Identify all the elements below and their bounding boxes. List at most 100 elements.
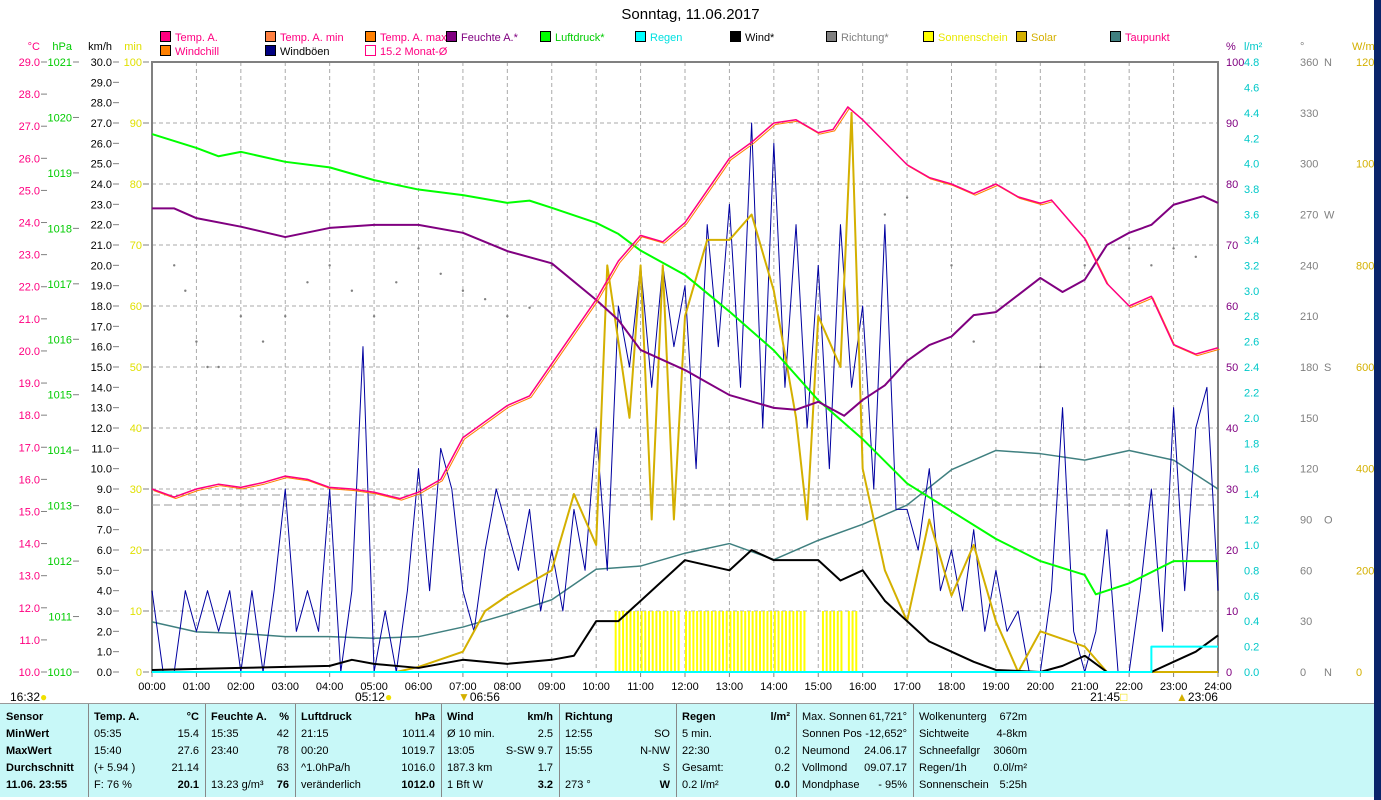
- axis-tick-label: 4.0: [97, 586, 112, 598]
- sunshine-bar: [777, 611, 780, 672]
- stats-value: 0.2: [774, 762, 790, 774]
- axis-tick-label: 18.0: [91, 301, 112, 313]
- stats-row: 00:20 1019.7: [301, 745, 435, 761]
- legend-item[interactable]: 15.2 Monat-Ø: [365, 45, 447, 58]
- stats-row: Sensor: [6, 711, 82, 727]
- sunshine-bar: [847, 611, 850, 672]
- direction-point: [528, 306, 531, 309]
- axis-tick-label: 90: [1226, 118, 1238, 130]
- stats-row: Luftdruck hPa: [301, 711, 435, 727]
- axis-tick-label: 0.0: [97, 667, 112, 679]
- legend-label: 15.2 Monat-Ø: [380, 46, 448, 58]
- sunshine-bar: [825, 611, 828, 672]
- direction-point: [306, 281, 309, 284]
- legend-item[interactable]: Temp. A.: [160, 31, 218, 44]
- axis-unit-label: W/m²: [1352, 41, 1379, 53]
- axis-tick-label: 60: [1226, 301, 1238, 313]
- sunshine-bar: [699, 611, 702, 672]
- axis-tick-label: 40: [1226, 423, 1238, 435]
- axis-tick-label: 0: [136, 667, 142, 679]
- legend-item[interactable]: Windchill: [160, 45, 219, 58]
- legend-item[interactable]: Luftdruck*: [540, 31, 605, 44]
- marker-time: 21:45: [1090, 690, 1121, 704]
- stats-label: 05:35: [94, 728, 122, 740]
- stats-row: Neumond 24.06.17: [802, 745, 907, 761]
- stats-value: 5:25h: [999, 779, 1027, 791]
- legend-item[interactable]: Regen: [635, 31, 682, 44]
- axis-tick-label: 150: [1300, 413, 1318, 425]
- stats-label: Schneefallgr: [919, 745, 981, 757]
- axis-tick-label: 7.0: [97, 525, 112, 537]
- axis-tick-label: 40: [130, 423, 142, 435]
- stats-humidity-column: Feuchte A.% 15:35 42 23:40 78 63 13.23 g/m³ 76: [205, 704, 296, 797]
- axis-tick-label: 1013: [48, 501, 72, 513]
- x-tick-label: 23:00: [1160, 681, 1188, 693]
- stats-row: 273 ° W: [565, 779, 670, 795]
- sunrise-icon: ●: [384, 690, 393, 704]
- legend-item[interactable]: Taupunkt: [1110, 31, 1170, 44]
- stats-value: 24.06.17: [864, 745, 907, 757]
- sunshine-bar: [855, 611, 858, 672]
- legend-item[interactable]: Richtung*: [826, 31, 889, 44]
- axis-tick-label: 11.0: [91, 443, 112, 455]
- stats-label: Max. Sonnen: [802, 711, 867, 723]
- sunshine-bar: [685, 611, 687, 672]
- axis-tick-label: 21.0: [19, 314, 40, 326]
- legend-item[interactable]: Wind*: [730, 31, 774, 44]
- axis-tick-label: 50: [130, 362, 142, 374]
- axis-tick-label: 1.8: [1244, 438, 1259, 450]
- axis-unit-label: %: [1226, 41, 1236, 53]
- axis-tick-label: 360: [1300, 57, 1318, 69]
- axis-tick-label: 330: [1300, 108, 1318, 120]
- stats-panel: Sensor MinWert MaxWert Durchschnitt 11.06. 2…: [0, 703, 1374, 797]
- axis-tick-label: 20.0: [19, 346, 40, 358]
- stats-row: 11.06. 23:55: [6, 779, 82, 795]
- sunshine-bar: [784, 611, 787, 672]
- compass-label: N: [1324, 667, 1332, 679]
- legend-item[interactable]: Sonnenschein: [923, 31, 1008, 44]
- stats-value: 15.4: [177, 728, 199, 740]
- sunshine-bar: [718, 611, 721, 672]
- axis-tick-label: 90: [130, 118, 142, 130]
- axis-tick-label: 8.0: [97, 504, 112, 516]
- stats-label: 21:15: [301, 728, 329, 740]
- sunshine-bar: [636, 611, 639, 672]
- legend-item[interactable]: Temp. A. max: [365, 31, 447, 44]
- sunset-icon: □: [1120, 690, 1128, 704]
- axis-tick-label: 0.6: [1244, 591, 1259, 603]
- legend-label: Richtung*: [841, 32, 889, 44]
- stats-label: Neumond: [802, 745, 850, 757]
- stats-value: 1019.7: [401, 745, 435, 757]
- sunshine-bar: [829, 611, 832, 672]
- marker-time: 06:56: [469, 690, 500, 704]
- compass-label: O: [1324, 515, 1333, 527]
- axis-tick-label: 600: [1356, 362, 1374, 374]
- stats-label: MaxWert: [6, 745, 52, 757]
- stats-row: 05:35 15.4: [94, 728, 199, 744]
- legend-item[interactable]: Feuchte A.*: [446, 31, 518, 44]
- sunshine-bar: [773, 611, 776, 672]
- legend-swatch: [635, 31, 646, 42]
- legend-swatch: [365, 31, 376, 42]
- sunshine-bar: [762, 611, 765, 672]
- axis-tick-label: 5.0: [97, 565, 112, 577]
- sunshine-bar: [770, 611, 773, 672]
- stats-row: F: 76 % 20.1: [94, 779, 199, 795]
- x-tick-label: 10:00: [582, 681, 610, 693]
- axis-tick-label: 100: [124, 57, 142, 69]
- axis-tick-label: 23.0: [91, 199, 112, 211]
- axis-tick-label: 17.0: [19, 442, 40, 454]
- legend-item[interactable]: Windböen: [265, 45, 330, 58]
- axis-unit-label: °: [1300, 41, 1304, 53]
- stats-row: 12:55 SO: [565, 728, 670, 744]
- x-tick-label: 19:00: [982, 681, 1010, 693]
- stats-astro-column: Max. Sonnen 61,721° Sonnen Pos -12,652° Neum…: [796, 704, 914, 797]
- axis-tick-label: 15.0: [19, 506, 40, 518]
- stats-row: 0.2 l/m² 0.0: [682, 779, 790, 795]
- legend-swatch: [160, 31, 171, 42]
- stats-label: Richtung: [565, 711, 613, 723]
- legend-item[interactable]: Solar: [1016, 31, 1057, 44]
- stats-row: 22:30 0.2: [682, 745, 790, 761]
- legend-item[interactable]: Temp. A. min: [265, 31, 344, 44]
- stats-row: 187.3 km 1.7: [447, 762, 553, 778]
